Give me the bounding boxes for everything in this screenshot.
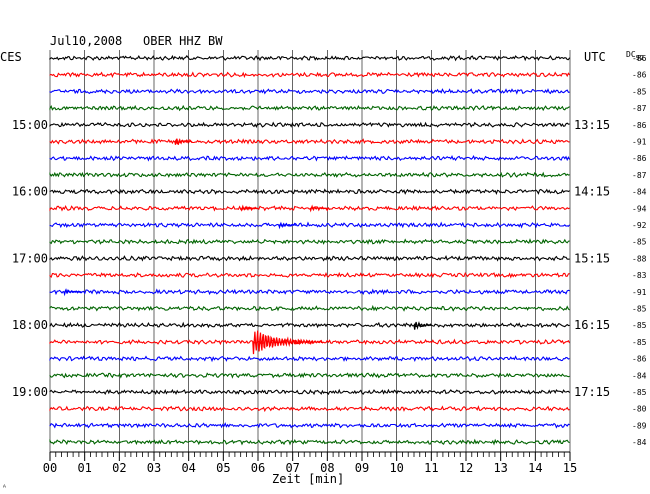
dc-offset-18: -86 xyxy=(632,355,647,364)
dc-offset-8: -84 xyxy=(632,188,647,197)
left-time-label: 16:00 xyxy=(12,185,48,199)
right-time-label: 15:15 xyxy=(574,251,610,265)
x-tick-label-04: 04 xyxy=(181,461,195,475)
dc-offset-6: -86 xyxy=(632,154,647,163)
trace-10 xyxy=(49,221,571,229)
dc-offset-22: -89 xyxy=(632,421,647,430)
event-group xyxy=(63,138,432,355)
right-time-label: 16:15 xyxy=(574,318,610,332)
dc-offset-7: -87 xyxy=(632,171,647,180)
x-axis: 00 01 02 03 04 05 06 07 08 09 10 11 12 13 14 15 xyxy=(43,451,577,475)
dc-offset-20: -85 xyxy=(632,388,647,397)
trace-8 xyxy=(49,188,570,195)
dc-header: DC92 xyxy=(626,50,644,62)
left-zone-label: CES xyxy=(0,50,22,64)
time-labels: 15:00 16:00 17:00 18:00 19:00 13:15 14:15 15:15… xyxy=(12,54,647,447)
x-tick-label-03: 03 xyxy=(147,461,161,475)
x-tick-label-07: 07 xyxy=(285,461,299,475)
trace-6 xyxy=(49,154,571,162)
left-time-label: 19:00 xyxy=(12,385,48,399)
dc-offset-4: -86 xyxy=(632,121,647,130)
trace-13 xyxy=(49,271,570,279)
date-label: Jul10,2008 xyxy=(50,34,122,48)
dc-offset-3: -87 xyxy=(632,104,647,113)
trace-23 xyxy=(49,438,570,446)
trace-9 xyxy=(49,204,570,212)
trace-17 xyxy=(49,338,571,346)
trace-3 xyxy=(49,104,570,112)
x-tick-label-10: 10 xyxy=(389,461,403,475)
dc-header-sub: 92 xyxy=(636,54,644,62)
x-tick-label-01: 01 xyxy=(77,461,91,475)
x-tick-label-02: 02 xyxy=(112,461,126,475)
dc-offset-19: -84 xyxy=(632,371,647,380)
dc-offset-15: -85 xyxy=(632,305,647,314)
dc-offset-14: -91 xyxy=(632,288,647,297)
dc-offset-23: -84 xyxy=(632,438,647,447)
x-tick-label-05: 05 xyxy=(216,461,230,475)
x-tick-label-14: 14 xyxy=(528,461,542,475)
trace-12 xyxy=(49,255,570,262)
x-tick-label-13: 13 xyxy=(493,461,507,475)
x-tick-label-00: 00 xyxy=(43,461,57,475)
event-1 xyxy=(240,204,259,212)
event-3 xyxy=(278,221,297,230)
left-time-label: 15:00 xyxy=(12,118,48,132)
right-time-label: 13:15 xyxy=(574,118,610,132)
dc-offset-16: -85 xyxy=(632,321,647,330)
x-tick-label-06: 06 xyxy=(251,461,265,475)
trace-14 xyxy=(49,288,570,296)
x-tick-label-11: 11 xyxy=(424,461,438,475)
corner-mark: ᴬ xyxy=(2,483,7,492)
dc-offset-1: -86 xyxy=(632,71,647,80)
dc-offset-2: -85 xyxy=(632,87,647,96)
x-tick-label-09: 09 xyxy=(355,461,369,475)
left-time-label: 17:00 xyxy=(12,251,48,265)
event-0 xyxy=(174,138,193,145)
event-4 xyxy=(63,288,82,297)
trace-18 xyxy=(49,355,570,363)
trace-5 xyxy=(49,138,570,145)
left-time-label: 18:00 xyxy=(12,318,48,332)
dc-offset-10: -92 xyxy=(632,221,647,230)
trace-21 xyxy=(49,405,570,413)
trace-2 xyxy=(49,88,570,95)
dc-offset-17: -85 xyxy=(632,338,647,347)
trace-1 xyxy=(49,71,571,79)
event-2 xyxy=(309,204,328,213)
dc-offset-0: -86 xyxy=(632,54,647,63)
trace-group xyxy=(49,54,571,446)
dc-header-base: DC xyxy=(626,50,636,59)
x-tick-label-08: 08 xyxy=(320,461,334,475)
trace-11 xyxy=(49,238,570,245)
trace-4 xyxy=(49,121,570,128)
dc-offset-12: -88 xyxy=(632,254,647,263)
x-axis-title: Zeit [min] xyxy=(272,472,344,486)
event-6 xyxy=(252,330,323,355)
trace-7 xyxy=(49,171,570,178)
trace-19 xyxy=(49,372,570,379)
dc-offset-13: -83 xyxy=(632,271,647,280)
right-time-label: 14:15 xyxy=(574,185,610,199)
dc-offset-21: -80 xyxy=(632,405,647,414)
right-time-label: 17:15 xyxy=(574,385,610,399)
station-label: OBER HHZ BW xyxy=(143,34,223,48)
event-5 xyxy=(413,321,432,330)
trace-15 xyxy=(49,304,570,312)
dc-offset-11: -85 xyxy=(632,238,647,247)
trace-16 xyxy=(49,321,570,329)
trace-20 xyxy=(49,388,571,396)
dc-offset-9: -94 xyxy=(632,204,647,213)
trace-0 xyxy=(49,54,571,62)
minute-grid xyxy=(49,50,571,452)
x-tick-label-15: 15 xyxy=(563,461,577,475)
x-tick-label-12: 12 xyxy=(459,461,473,475)
dc-offset-5: -91 xyxy=(632,138,647,147)
trace-22 xyxy=(49,422,570,429)
right-zone-label: UTC xyxy=(584,50,606,64)
